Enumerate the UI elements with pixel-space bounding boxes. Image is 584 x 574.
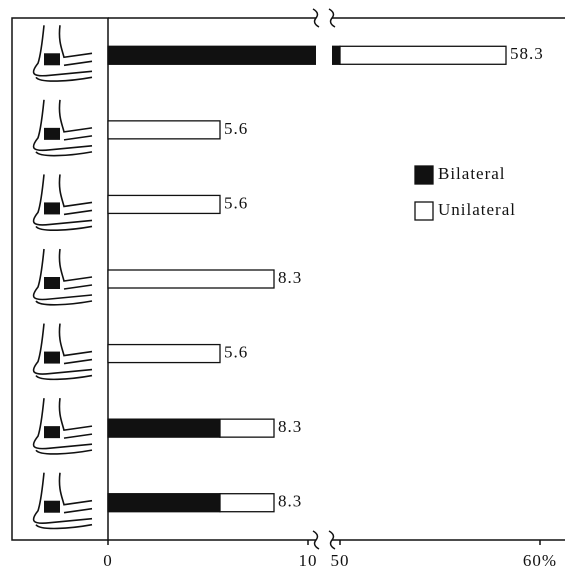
axis-break-gap — [316, 8, 332, 550]
bar-segment — [108, 121, 220, 139]
page: {"chart_data": {"type": "stacked-barh", … — [0, 0, 584, 574]
total-label: 5.6 — [224, 342, 248, 361]
foot-icon — [34, 25, 92, 81]
bar-segment — [340, 46, 506, 64]
x-tick-label: 60% — [523, 551, 557, 570]
x-tick-label: 10 — [299, 551, 318, 570]
x-tick-label: 50 — [331, 551, 350, 570]
bar-segment — [108, 419, 220, 437]
legend-label: Unilateral — [438, 200, 516, 219]
foot-icon-joint — [44, 202, 60, 214]
bar-segment — [108, 270, 274, 288]
foot-icon — [34, 174, 92, 230]
bar-segment — [108, 494, 220, 512]
icons — [34, 25, 92, 528]
foot-icon — [34, 324, 92, 380]
total-label: 8.3 — [278, 268, 302, 287]
foot-icon-joint — [44, 352, 60, 364]
foot-icon-joint — [44, 501, 60, 513]
total-label: 5.6 — [224, 119, 248, 138]
total-label: 8.3 — [278, 492, 302, 511]
bar-segment — [108, 345, 220, 363]
legend-label: Bilateral — [438, 164, 506, 183]
total-label: 58.3 — [510, 44, 544, 63]
foot-icon — [34, 249, 92, 305]
total-label: 5.6 — [224, 193, 248, 212]
total-label: 8.3 — [278, 417, 302, 436]
legend-swatch — [415, 166, 433, 184]
legend-swatch — [415, 202, 433, 220]
chart: 58.3 5.6 5.6 8.3 5.6 8.3 8.3 0 10 50 60% Bilateral U… — [0, 0, 584, 574]
x-tick-label: 0 — [103, 551, 113, 570]
foot-icon-joint — [44, 277, 60, 289]
foot-icon-joint — [44, 53, 60, 65]
bar-segment — [220, 494, 274, 512]
foot-icon — [34, 473, 92, 529]
foot-icon — [34, 100, 92, 156]
foot-icon-joint — [44, 128, 60, 140]
bar-segment — [108, 195, 220, 213]
foot-icon-joint — [44, 426, 60, 438]
foot-icon — [34, 398, 92, 454]
bar-segment — [108, 46, 340, 64]
bar-segment — [220, 419, 274, 437]
